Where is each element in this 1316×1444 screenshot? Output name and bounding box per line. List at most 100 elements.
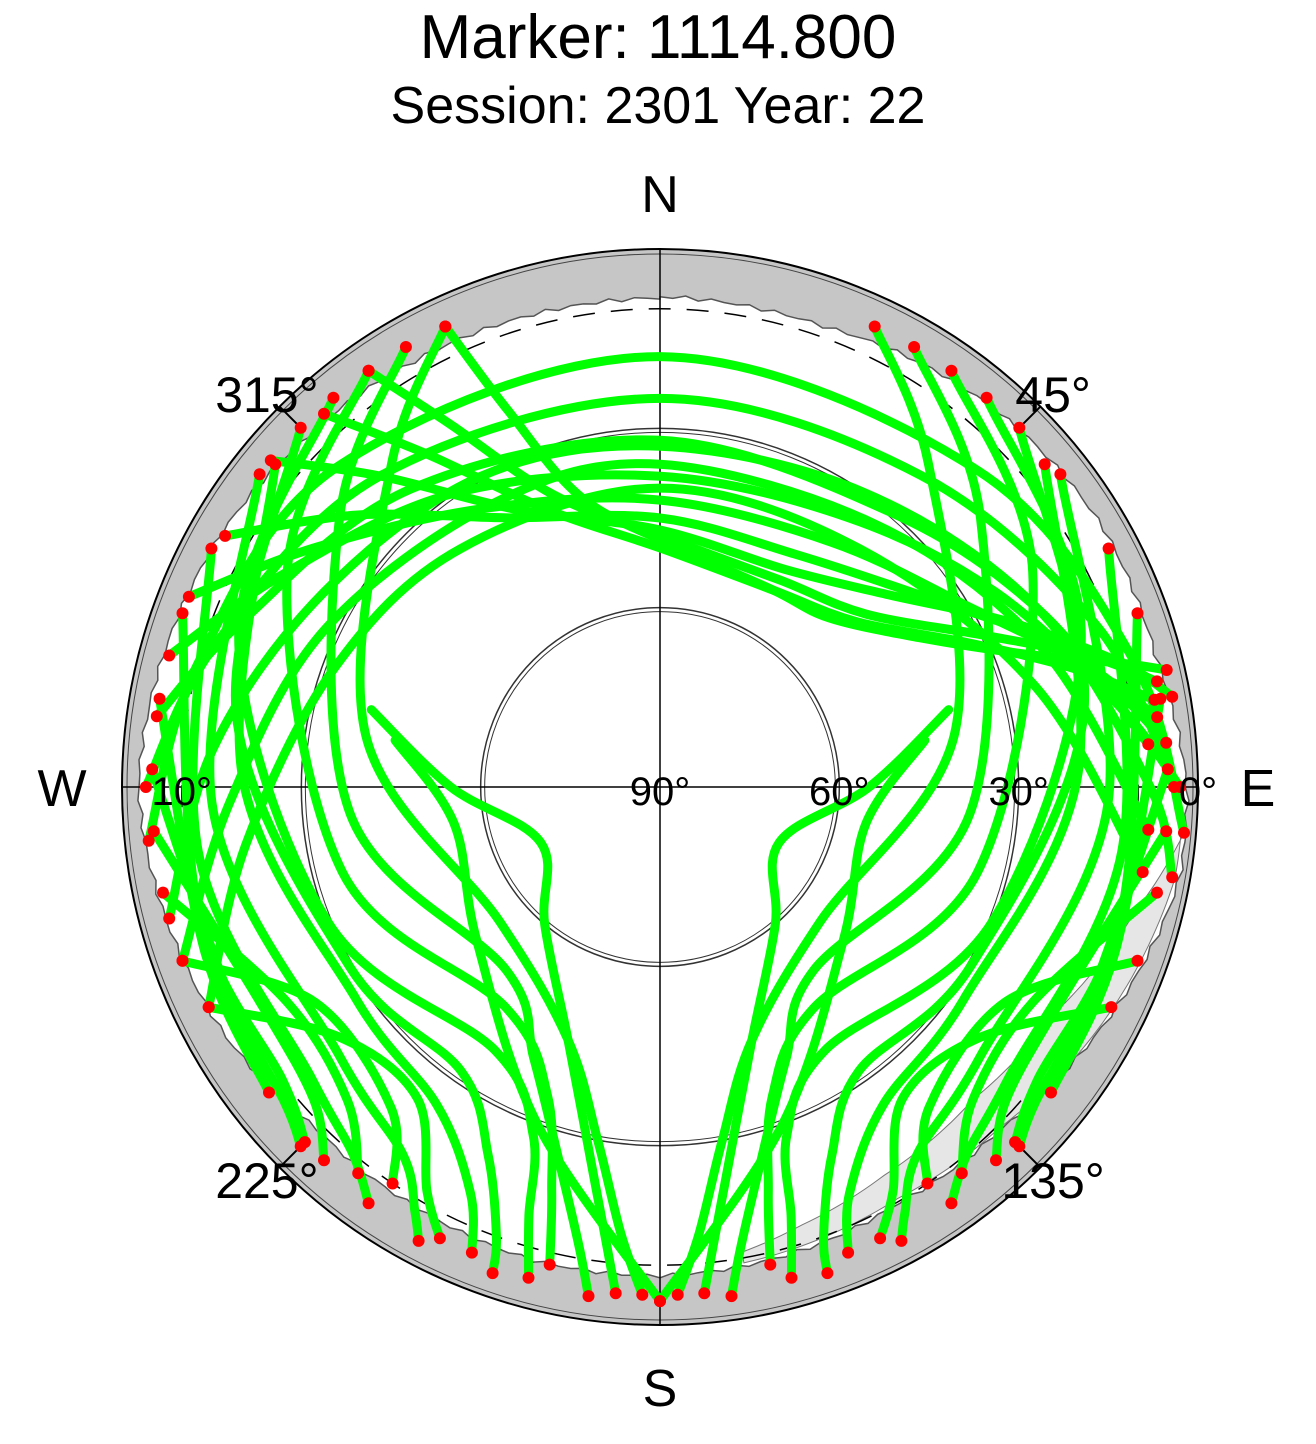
track-endpoint — [1136, 866, 1149, 879]
track-endpoint — [1151, 711, 1164, 724]
compass-west-label: W — [37, 760, 86, 818]
track-endpoint — [269, 458, 282, 471]
satellite-track — [282, 366, 557, 1270]
track-endpoint — [352, 1167, 365, 1180]
track-endpoint — [1131, 607, 1144, 620]
elevation-label-30: 30° — [988, 770, 1049, 814]
track-endpoint — [146, 763, 159, 776]
satellite-track — [727, 342, 994, 1301]
track-endpoint — [1102, 542, 1115, 555]
track-endpoint — [153, 692, 166, 705]
track-endpoint — [725, 1290, 738, 1303]
track-endpoint — [294, 1140, 307, 1153]
track-endpoint — [219, 529, 232, 542]
track-endpoint — [1142, 738, 1155, 751]
track-endpoint — [636, 1288, 649, 1301]
track-endpoint — [176, 954, 189, 967]
track-endpoint — [150, 710, 163, 723]
track-endpoint — [362, 364, 375, 377]
track-endpoint — [945, 1197, 958, 1210]
satellite-track — [205, 469, 424, 1246]
satellite-track — [366, 705, 621, 1298]
track-endpoint — [1154, 692, 1167, 705]
azimuth-label-315: 315° — [215, 367, 318, 423]
satellite-track — [763, 366, 1038, 1270]
satellite-track — [780, 393, 1086, 1283]
track-endpoint — [1054, 468, 1067, 481]
chart-subtitle: Session: 2301 Year: 22 — [390, 77, 926, 135]
satellite-track — [234, 393, 540, 1283]
satellite-track — [699, 705, 954, 1298]
track-endpoint — [139, 781, 152, 793]
track-endpoint — [327, 391, 340, 404]
track-endpoint — [1168, 781, 1181, 793]
track-endpoint — [609, 1287, 622, 1300]
track-endpoint — [522, 1271, 535, 1284]
satellite-track — [204, 1002, 445, 1243]
satellite-track — [673, 322, 965, 1300]
track-endpoint — [654, 1295, 666, 1308]
track-endpoint — [1142, 823, 1155, 836]
track-endpoint — [263, 1086, 275, 1099]
track-endpoint — [990, 1154, 1002, 1167]
track-endpoint — [1151, 886, 1163, 899]
plot-grid — [121, 248, 1199, 1326]
track-endpoint — [868, 320, 881, 333]
track-endpoint — [1160, 736, 1173, 749]
track-endpoint — [399, 341, 412, 353]
track-endpoint — [294, 421, 307, 434]
track-endpoint — [176, 607, 189, 620]
track-endpoint — [1161, 763, 1174, 776]
track-endpoint — [1151, 675, 1163, 688]
satellite-track — [326, 342, 593, 1301]
track-endpoint — [163, 649, 176, 662]
track-endpoint — [921, 1177, 934, 1190]
track-endpoint — [698, 1287, 711, 1300]
azimuth-label-45: 45° — [1015, 367, 1091, 423]
track-endpoint — [874, 1232, 887, 1245]
elevation-label-60: 60° — [809, 770, 870, 814]
track-endpoint — [842, 1246, 855, 1259]
track-endpoint — [1013, 421, 1026, 434]
track-endpoint — [764, 1258, 777, 1271]
track-endpoint — [182, 590, 195, 603]
track-endpoint — [945, 364, 958, 377]
satellite-track — [655, 735, 930, 1306]
track-endpoint — [955, 1167, 968, 1180]
compass-south-label: S — [643, 1360, 678, 1418]
track-endpoint — [205, 542, 218, 555]
satellite-track — [230, 423, 501, 1278]
satellite-track — [957, 888, 1162, 1178]
track-endpoint — [147, 825, 160, 838]
track-endpoint — [465, 1246, 478, 1259]
track-endpoint — [821, 1267, 834, 1280]
track-endpoint — [439, 320, 452, 333]
track-endpoint — [362, 1197, 375, 1210]
satellite-track — [234, 459, 478, 1258]
track-endpoint — [1166, 871, 1179, 884]
azimuth-label-225: 225° — [215, 1153, 318, 1209]
track-endpoint — [202, 1001, 215, 1014]
track-endpoint — [1160, 664, 1173, 676]
compass-east-label: E — [1241, 760, 1276, 818]
elevation-label-0: 0° — [1179, 770, 1217, 814]
satellite-track — [819, 423, 1090, 1278]
track-endpoint — [1178, 826, 1190, 839]
track-endpoint — [980, 391, 993, 404]
track-endpoint — [142, 834, 155, 847]
elevation-label-10-west: 10° — [152, 770, 213, 814]
track-endpoint — [582, 1290, 595, 1303]
chart-title: Marker: 1114.800 — [419, 3, 897, 72]
plot-labels: N S W E 45° 135° 225° 315° 90° 60° 30° 0° 10° — [37, 166, 1275, 1418]
satellite-track — [355, 322, 647, 1300]
track-endpoint — [908, 341, 921, 353]
track-endpoint — [1105, 1001, 1118, 1014]
azimuth-label-135: 135° — [1001, 1153, 1104, 1209]
track-endpoints — [139, 320, 1190, 1308]
satellite-track — [155, 694, 274, 1097]
track-endpoint — [318, 1154, 330, 1167]
track-endpoint — [785, 1271, 798, 1284]
track-endpoint — [1166, 690, 1179, 703]
track-endpoint — [386, 1177, 399, 1190]
